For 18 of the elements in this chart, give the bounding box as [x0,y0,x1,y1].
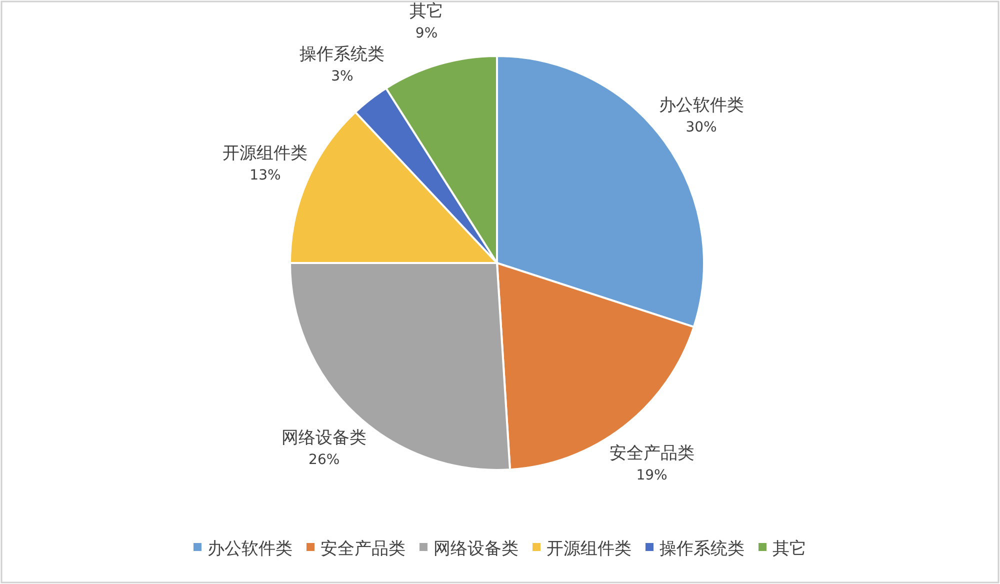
data-label: 30% [686,120,717,136]
legend-label: 办公软件类 [208,539,292,559]
data-label: 3% [331,68,354,84]
data-label: 19% [636,468,668,484]
data-label: 26% [308,452,340,468]
slice-label: 安全产品类 [609,444,694,464]
data-label: 13% [250,168,281,184]
data-label: 9% [415,25,438,42]
slice-label: 操作系统类 [300,44,385,64]
slice-label: 网络设备类 [282,428,367,448]
legend-label: 开源组件类 [546,539,632,559]
legend-label: 操作系统类 [660,539,744,559]
slice-label: 开源组件类 [222,144,308,164]
legend-label: 网络设备类 [434,539,518,559]
slice-label: 其它 [410,1,444,22]
legend-label: 其它 [772,539,806,559]
slice-label: 办公软件类 [658,96,744,116]
legend-label: 安全产品类 [320,539,406,559]
